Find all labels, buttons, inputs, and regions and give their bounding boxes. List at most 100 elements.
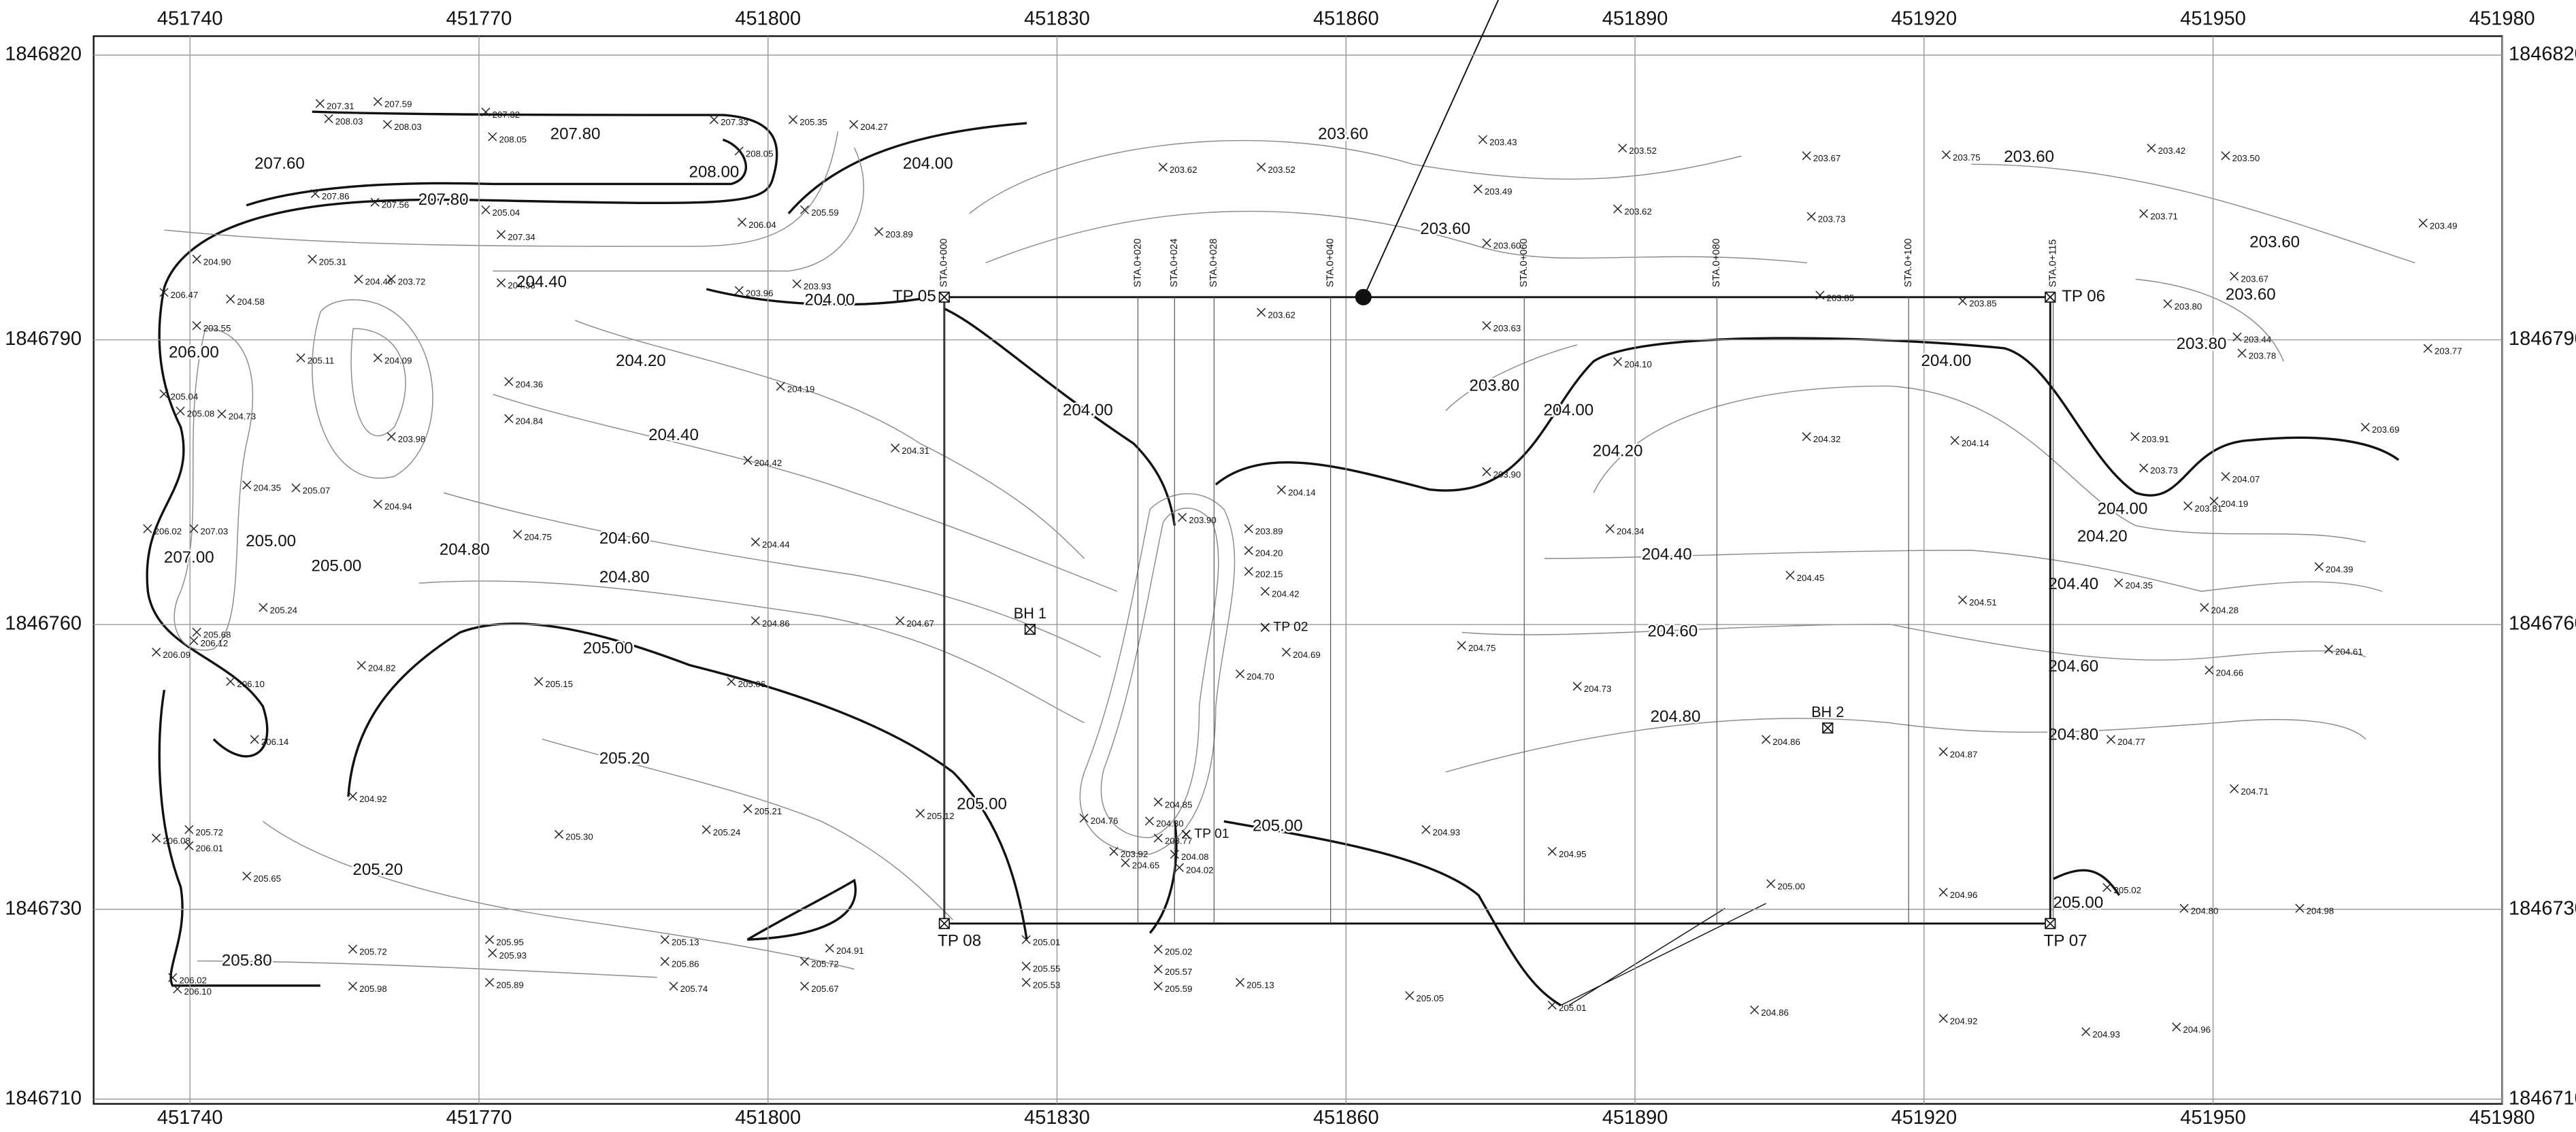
spot-height-label: 205.59 (811, 207, 839, 218)
spot-height-mark (373, 97, 382, 106)
contour-line (1223, 820, 1562, 1007)
contour-line (787, 122, 1027, 214)
spot-height-mark (1547, 1000, 1557, 1010)
spot-height-label: 207.59 (384, 99, 412, 110)
spot-height-mark (1547, 846, 1557, 856)
spot-height-mark (1153, 964, 1163, 974)
borehole-symbol (1822, 722, 1834, 734)
spot-height-mark (488, 132, 497, 142)
spot-height-label: 203.75 (1953, 152, 1981, 163)
station-label: STA.0+080 (1711, 239, 1722, 288)
contour-label: 204.40 (516, 273, 567, 291)
spot-height-label: 205.06 (738, 679, 766, 689)
marker-label: TP 01 (1194, 827, 1229, 841)
spot-height-mark (1806, 212, 1816, 221)
spot-height-mark (496, 278, 506, 288)
spot-height-mark (2221, 151, 2230, 161)
spot-height-mark (152, 647, 161, 657)
spot-height-label: 208.03 (394, 122, 422, 132)
spot-height-label: 205.05 (1416, 993, 1444, 1003)
spot-height-mark (348, 982, 358, 991)
spot-height-mark (1482, 467, 1491, 477)
spot-height-label: 204.67 (906, 618, 934, 629)
spot-height-label: 204.35 (2125, 580, 2153, 590)
spot-height-label: 204.96 (2183, 1025, 2211, 1035)
test-pit-label: TP 05 (893, 287, 936, 305)
spot-height-mark (1153, 797, 1163, 807)
contour-line (969, 139, 1742, 214)
spot-height-mark (1257, 307, 1266, 317)
northing-label: 1846710 (5, 1087, 82, 1109)
spot-height-label: 205.21 (755, 806, 782, 816)
spot-height-label: 205.15 (545, 679, 573, 689)
spot-height-mark (2209, 497, 2219, 506)
spot-height-mark (1021, 935, 1031, 944)
spot-height-label: 203.52 (1629, 146, 1657, 156)
spot-height-mark (734, 286, 744, 295)
northing-label: 1846730 (2509, 897, 2576, 919)
spot-height-label: 203.91 (2142, 434, 2170, 444)
spot-height-mark (315, 99, 325, 108)
spot-height-label: 204.58 (237, 297, 265, 307)
spot-height-mark (2130, 432, 2140, 442)
spot-height-label: 204.85 (1165, 799, 1193, 810)
spot-height-label: 207.32 (493, 110, 521, 120)
spot-height-mark (1178, 512, 1187, 522)
spot-height-label: 204.32 (1813, 434, 1841, 444)
spot-height-mark (296, 353, 306, 363)
contour-line (706, 288, 921, 306)
spot-height-label: 204.71 (2241, 786, 2268, 797)
spot-height-mark (1235, 978, 1245, 987)
spot-height-label: 204.95 (1559, 849, 1587, 859)
spot-height-label: 205.30 (565, 832, 593, 842)
spot-height-label: 208.05 (499, 134, 527, 144)
spot-height-label: 206.47 (171, 290, 199, 300)
borehole-label: BH 1 (1014, 605, 1046, 622)
spot-height-label: 203.85 (1969, 299, 1997, 309)
borehole-symbol (1025, 624, 1036, 635)
spot-height-label: 204.07 (2232, 474, 2260, 484)
contour-line (163, 110, 778, 288)
spot-height-mark (192, 627, 201, 637)
contour-line (493, 147, 864, 272)
spot-height-label: 206.04 (748, 220, 776, 230)
spot-height-label: 203.60 (1493, 241, 1521, 251)
spot-height-label: 203.49 (1485, 186, 1513, 197)
spot-height-mark (1482, 238, 1491, 248)
contour-line (1079, 493, 1236, 855)
spot-height-mark (513, 530, 523, 539)
spot-height-label: 207.03 (201, 527, 229, 537)
contour-label: 204.20 (2077, 527, 2128, 546)
spot-height-label: 204.91 (836, 946, 864, 956)
spot-height-label: 205.55 (1033, 964, 1061, 974)
spot-height-label: 205.35 (799, 117, 827, 127)
borehole-symbol (1024, 623, 1036, 635)
spot-height-mark (242, 480, 252, 490)
northing-label: 1846730 (5, 897, 82, 919)
contour-label: 204.80 (1651, 708, 1701, 726)
spot-height-mark (152, 833, 161, 843)
spot-height-mark (2295, 903, 2305, 913)
spot-height-label: 204.19 (2221, 499, 2249, 509)
spot-height-label: 208.05 (746, 148, 774, 159)
spot-height-mark (1153, 982, 1163, 991)
test-pit-label: TP 06 (2062, 287, 2105, 305)
borehole-symbol (1822, 722, 1834, 733)
spot-height-label: 205.01 (1033, 937, 1061, 948)
spot-height-label: 204.09 (384, 355, 412, 365)
contour-label: 204.40 (2048, 575, 2098, 593)
spot-height-label: 203.55 (203, 323, 231, 333)
spot-height-mark (485, 935, 495, 944)
spot-height-mark (173, 984, 182, 994)
spot-height-mark (485, 978, 495, 987)
spot-height-mark (2232, 332, 2242, 342)
spot-height-label: 203.67 (1813, 153, 1841, 163)
spot-height-mark (2230, 784, 2239, 793)
contour-label: 205.00 (2053, 894, 2103, 912)
spot-height-label: 203.44 (2244, 335, 2272, 345)
spot-height-mark (776, 382, 785, 391)
station-label: STA.0+000 (939, 239, 950, 288)
spot-height-mark (825, 944, 834, 953)
borehole-label: BH 2 (1811, 703, 1844, 720)
spot-height-label: 203.77 (1165, 835, 1193, 846)
